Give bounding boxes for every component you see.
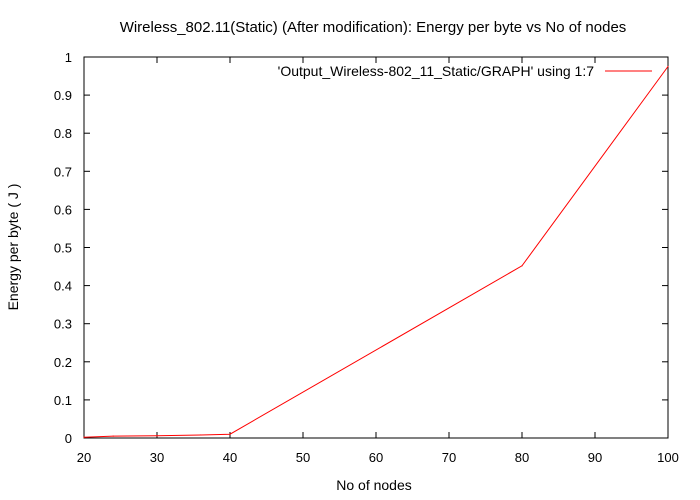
y-tick-label: 0.2 (54, 355, 72, 370)
x-tick-label: 90 (588, 450, 602, 465)
y-tick-label: 1 (65, 50, 72, 65)
y-tick-label: 0.9 (54, 88, 72, 103)
data-point (229, 433, 231, 435)
y-tick-label: 0.6 (54, 202, 72, 217)
data-point (521, 265, 523, 267)
x-tick-label: 50 (296, 450, 310, 465)
legend: 'Output_Wireless-802_11_Static/GRAPH' us… (278, 63, 652, 79)
series-line (83, 66, 669, 438)
plot-frame (83, 56, 669, 439)
series-layer (83, 65, 669, 438)
data-point (83, 436, 85, 438)
y-tick-label: 0.5 (54, 241, 72, 256)
data-point (156, 435, 158, 437)
y-axis-label: Energy per byte ( J ) (5, 184, 21, 311)
y-tick-label: 0.3 (54, 317, 72, 332)
x-tick-label: 80 (515, 450, 529, 465)
data-point (200, 434, 202, 436)
x-tick-label: 100 (657, 450, 679, 465)
data-point (112, 435, 114, 437)
chart-title: Wireless_802.11(Static) (After modificat… (120, 19, 627, 36)
x-tick-label: 40 (223, 450, 237, 465)
x-axis-ticks: 20 30 40 50 60 70 80 90 100 (77, 57, 679, 465)
y-axis-ticks: 0 0.1 0.2 0.3 0.4 0.5 0.6 0.7 0.8 0.9 1 (54, 50, 668, 446)
x-tick-label: 30 (150, 450, 164, 465)
y-tick-label: 0 (65, 431, 72, 446)
x-tick-label: 60 (369, 450, 383, 465)
data-point (667, 65, 669, 68)
legend-label: 'Output_Wireless-802_11_Static/GRAPH' us… (278, 63, 595, 79)
x-tick-label: 70 (442, 450, 456, 465)
y-tick-label: 0.8 (54, 126, 72, 141)
x-axis-label: No of nodes (336, 477, 412, 493)
y-tick-label: 0.7 (54, 164, 72, 179)
y-tick-label: 0.1 (54, 393, 72, 408)
x-tick-label: 20 (77, 450, 91, 465)
y-tick-label: 0.4 (54, 279, 72, 294)
